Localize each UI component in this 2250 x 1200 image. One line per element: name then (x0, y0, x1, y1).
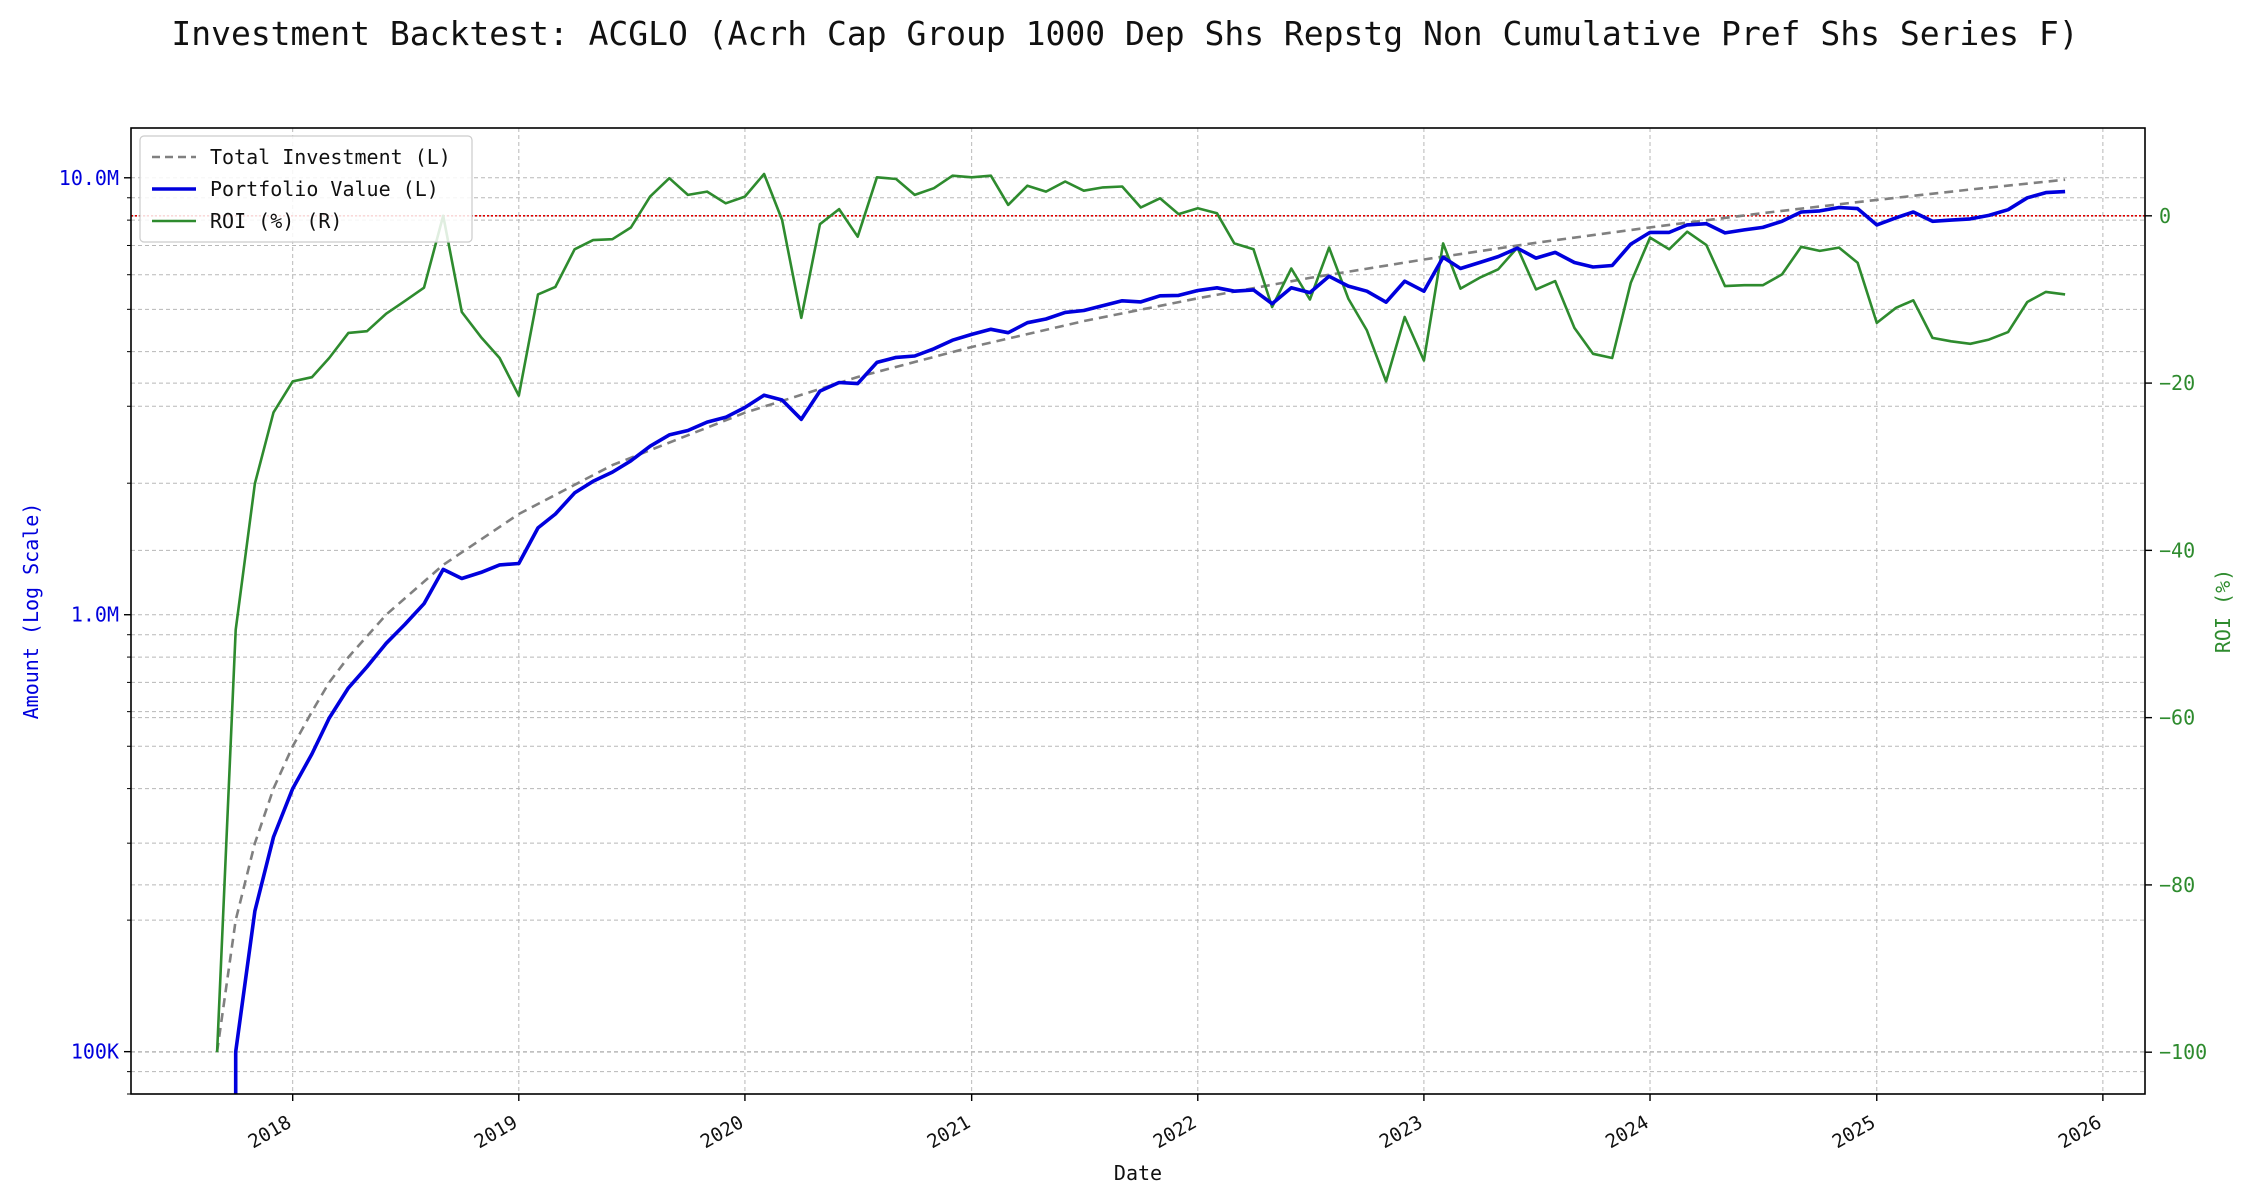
legend-label-portfolio-value: Portfolio Value (L) (210, 177, 439, 201)
left-tick-label: 1.0M (71, 603, 119, 627)
right-tick-label: −40 (2159, 538, 2195, 562)
right-tick-label: −80 (2159, 873, 2195, 897)
x-tick-label: 2023 (1376, 1111, 1427, 1153)
x-tick-label: 2021 (924, 1111, 975, 1153)
axes: 2018 2019 2020 2021 2022 2023 2024 2025 2026 100K… (59, 166, 2207, 1153)
x-tick-label: 2019 (471, 1111, 522, 1153)
left-axis-label: Amount (Log Scale) (19, 503, 43, 720)
portfolio-value-line (233, 189, 2066, 1094)
x-tick-label: 2022 (1150, 1111, 1201, 1153)
series-lines (215, 172, 2066, 1094)
x-tick-label: 2025 (1829, 1111, 1880, 1153)
grid-lines (131, 128, 2145, 1095)
x-tick-label: 2026 (2055, 1111, 2106, 1153)
right-axis-label: ROI (%) (2211, 569, 2235, 653)
x-tick-label: 2018 (245, 1111, 296, 1153)
right-tick-label: 0 (2159, 204, 2171, 228)
legend-box (139, 135, 473, 243)
right-tick-label: −60 (2159, 706, 2195, 730)
x-tick-label: 2024 (1602, 1111, 1653, 1153)
left-tick-label: 100K (71, 1040, 119, 1064)
chart-title: Investment Backtest: ACGLO (Acrh Cap Gro… (171, 14, 2079, 53)
right-tick-label: −100 (2159, 1040, 2207, 1064)
legend-label-total-investment: Total Investment (L) (210, 145, 451, 169)
legend: Total Investment (L) Portfolio Value (L)… (139, 135, 473, 243)
plot-frame (130, 127, 2146, 1095)
left-tick-label: 10.0M (59, 166, 119, 190)
total-investment-line (215, 178, 2066, 1052)
right-tick-label: −20 (2159, 371, 2195, 395)
roi-line (215, 172, 2066, 1053)
legend-label-roi: ROI (%) (R) (210, 209, 342, 233)
x-axis-label: Date (1114, 1161, 1162, 1185)
x-tick-label: 2020 (697, 1111, 748, 1153)
